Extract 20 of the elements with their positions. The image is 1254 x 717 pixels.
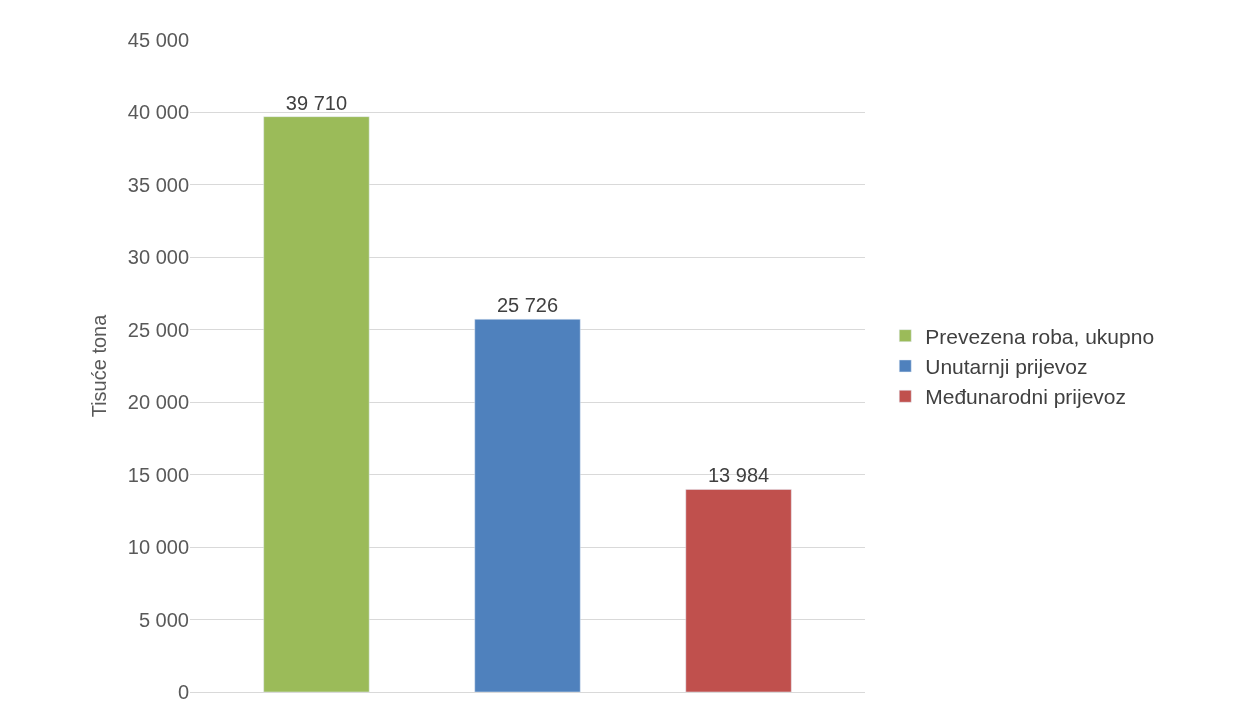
y-tick-label: 0 bbox=[177, 681, 189, 703]
y-tick-label: 25 000 bbox=[127, 318, 189, 341]
y-tick-label: 35 000 bbox=[127, 173, 189, 196]
legend-label: Prevezena roba, ukupno bbox=[925, 324, 1155, 348]
y-tick-label: 20 000 bbox=[127, 391, 189, 414]
y-tick-label: 40 000 bbox=[127, 101, 189, 124]
legend-label: Međunarodni prijevoz bbox=[925, 385, 1127, 409]
y-tick-label: 15 000 bbox=[127, 463, 189, 486]
y-tick-label: 45 000 bbox=[127, 29, 189, 51]
bar bbox=[685, 489, 792, 692]
y-tick-label: 30 000 bbox=[127, 246, 189, 269]
data-label: 13 984 bbox=[707, 464, 770, 487]
y-tick-label: 5 000 bbox=[138, 608, 189, 631]
y-tick-label: 10 000 bbox=[127, 536, 189, 559]
data-label: 39 710 bbox=[285, 91, 348, 114]
bar bbox=[263, 116, 370, 692]
y-axis-title: Tisuće tona bbox=[88, 313, 111, 418]
bar bbox=[474, 319, 581, 692]
data-label: 25 726 bbox=[496, 294, 559, 317]
legend-label: Unutarnji prijevoz bbox=[925, 355, 1088, 379]
